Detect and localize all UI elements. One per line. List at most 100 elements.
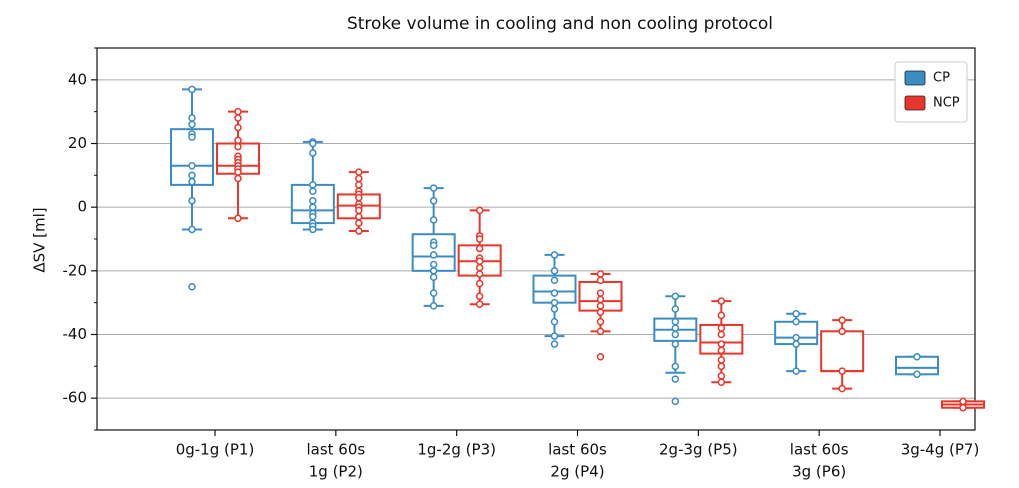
- data-point: [717, 311, 726, 320]
- data-point: [550, 318, 559, 326]
- data-point: [838, 327, 846, 336]
- data-point: [671, 375, 680, 383]
- data-point: [550, 298, 559, 307]
- data-point: [671, 324, 680, 332]
- data-point: [596, 318, 605, 326]
- x-tick-label: 1g-2g (P3): [417, 441, 496, 459]
- data-point: [671, 318, 680, 326]
- y-tick-label: -40: [63, 325, 88, 343]
- data-point: [309, 197, 317, 205]
- x-tick-label: last 60s: [790, 441, 849, 459]
- data-point: [717, 330, 726, 339]
- data-point: [717, 297, 726, 305]
- data-point: [188, 225, 196, 234]
- data-point: [475, 279, 484, 288]
- y-tick-label: 40: [68, 70, 87, 88]
- data-point: [234, 142, 242, 151]
- data-point: [671, 340, 680, 348]
- data-point: [671, 305, 680, 313]
- data-point: [550, 332, 559, 340]
- data-point: [429, 197, 438, 205]
- data-point: [792, 318, 800, 326]
- data-point: [717, 372, 726, 380]
- data-point: [550, 276, 559, 285]
- data-point: [475, 206, 484, 215]
- data-point: [717, 356, 726, 364]
- data-point: [671, 330, 680, 339]
- data-point: [596, 353, 605, 361]
- data-point: [188, 133, 196, 141]
- data-point: [188, 197, 196, 205]
- data-point: [355, 168, 363, 176]
- data-point: [234, 168, 242, 176]
- data-point: [355, 212, 363, 221]
- data-point: [838, 384, 846, 393]
- data-point: [475, 235, 484, 243]
- chart-title: Stroke volume in cooling and non cooling…: [347, 14, 773, 34]
- data-point: [188, 114, 196, 122]
- data-point: [671, 292, 680, 301]
- data-point: [596, 289, 605, 297]
- data-point: [188, 171, 196, 180]
- x-tick-label: last 60s: [306, 441, 365, 459]
- data-point: [596, 276, 605, 285]
- data-point: [959, 397, 967, 406]
- y-tick-label: -60: [63, 389, 88, 407]
- data-point: [429, 216, 438, 224]
- data-point: [838, 367, 846, 375]
- data-point: [355, 206, 363, 215]
- legend-swatch: [904, 95, 926, 111]
- data-point: [234, 136, 242, 145]
- data-point: [188, 162, 196, 170]
- data-point: [792, 367, 800, 375]
- data-point: [429, 241, 438, 250]
- data-point: [234, 107, 242, 116]
- y-tick-label: -20: [63, 261, 88, 279]
- data-point: [355, 193, 363, 202]
- data-point: [188, 85, 196, 94]
- data-point: [429, 184, 438, 192]
- data-point: [717, 378, 726, 386]
- data-point: [596, 327, 605, 336]
- data-point: [550, 305, 559, 313]
- data-point: [596, 308, 605, 316]
- data-point: [309, 181, 317, 189]
- data-point: [234, 214, 242, 223]
- data-point: [188, 177, 196, 186]
- data-point: [234, 114, 242, 122]
- data-point: [475, 270, 484, 278]
- data-point: [234, 123, 242, 132]
- data-point: [188, 120, 196, 129]
- data-point: [475, 263, 484, 272]
- data-point: [188, 283, 196, 291]
- y-tick-label: 0: [77, 198, 87, 216]
- data-point: [717, 362, 726, 371]
- data-point: [959, 403, 967, 412]
- data-point: [671, 362, 680, 371]
- data-point: [717, 324, 726, 332]
- x-tick-label: 1g (P2): [309, 463, 363, 481]
- data-point: [596, 302, 605, 310]
- data-point: [355, 181, 363, 189]
- data-point: [234, 174, 242, 183]
- data-point: [309, 187, 317, 195]
- data-point: [475, 244, 484, 253]
- x-tick-label: 2g (P4): [550, 463, 604, 481]
- data-point: [309, 139, 317, 148]
- x-tick-label: 2g-3g (P5): [659, 441, 738, 459]
- data-point: [550, 289, 559, 297]
- data-point: [429, 260, 438, 269]
- data-point: [429, 289, 438, 297]
- legend-text: NCP: [933, 96, 960, 111]
- y-tick-label: 20: [68, 134, 87, 152]
- data-point: [355, 219, 363, 227]
- data-point: [309, 225, 317, 234]
- data-point: [913, 353, 921, 361]
- data-point: [429, 302, 438, 310]
- x-tick-label: 0g-1g (P1): [176, 441, 255, 459]
- data-point: [550, 340, 559, 348]
- x-tick-label: 3g-4g (P7): [901, 441, 980, 459]
- box: [820, 330, 865, 373]
- data-point: [355, 174, 363, 183]
- data-point: [792, 333, 800, 342]
